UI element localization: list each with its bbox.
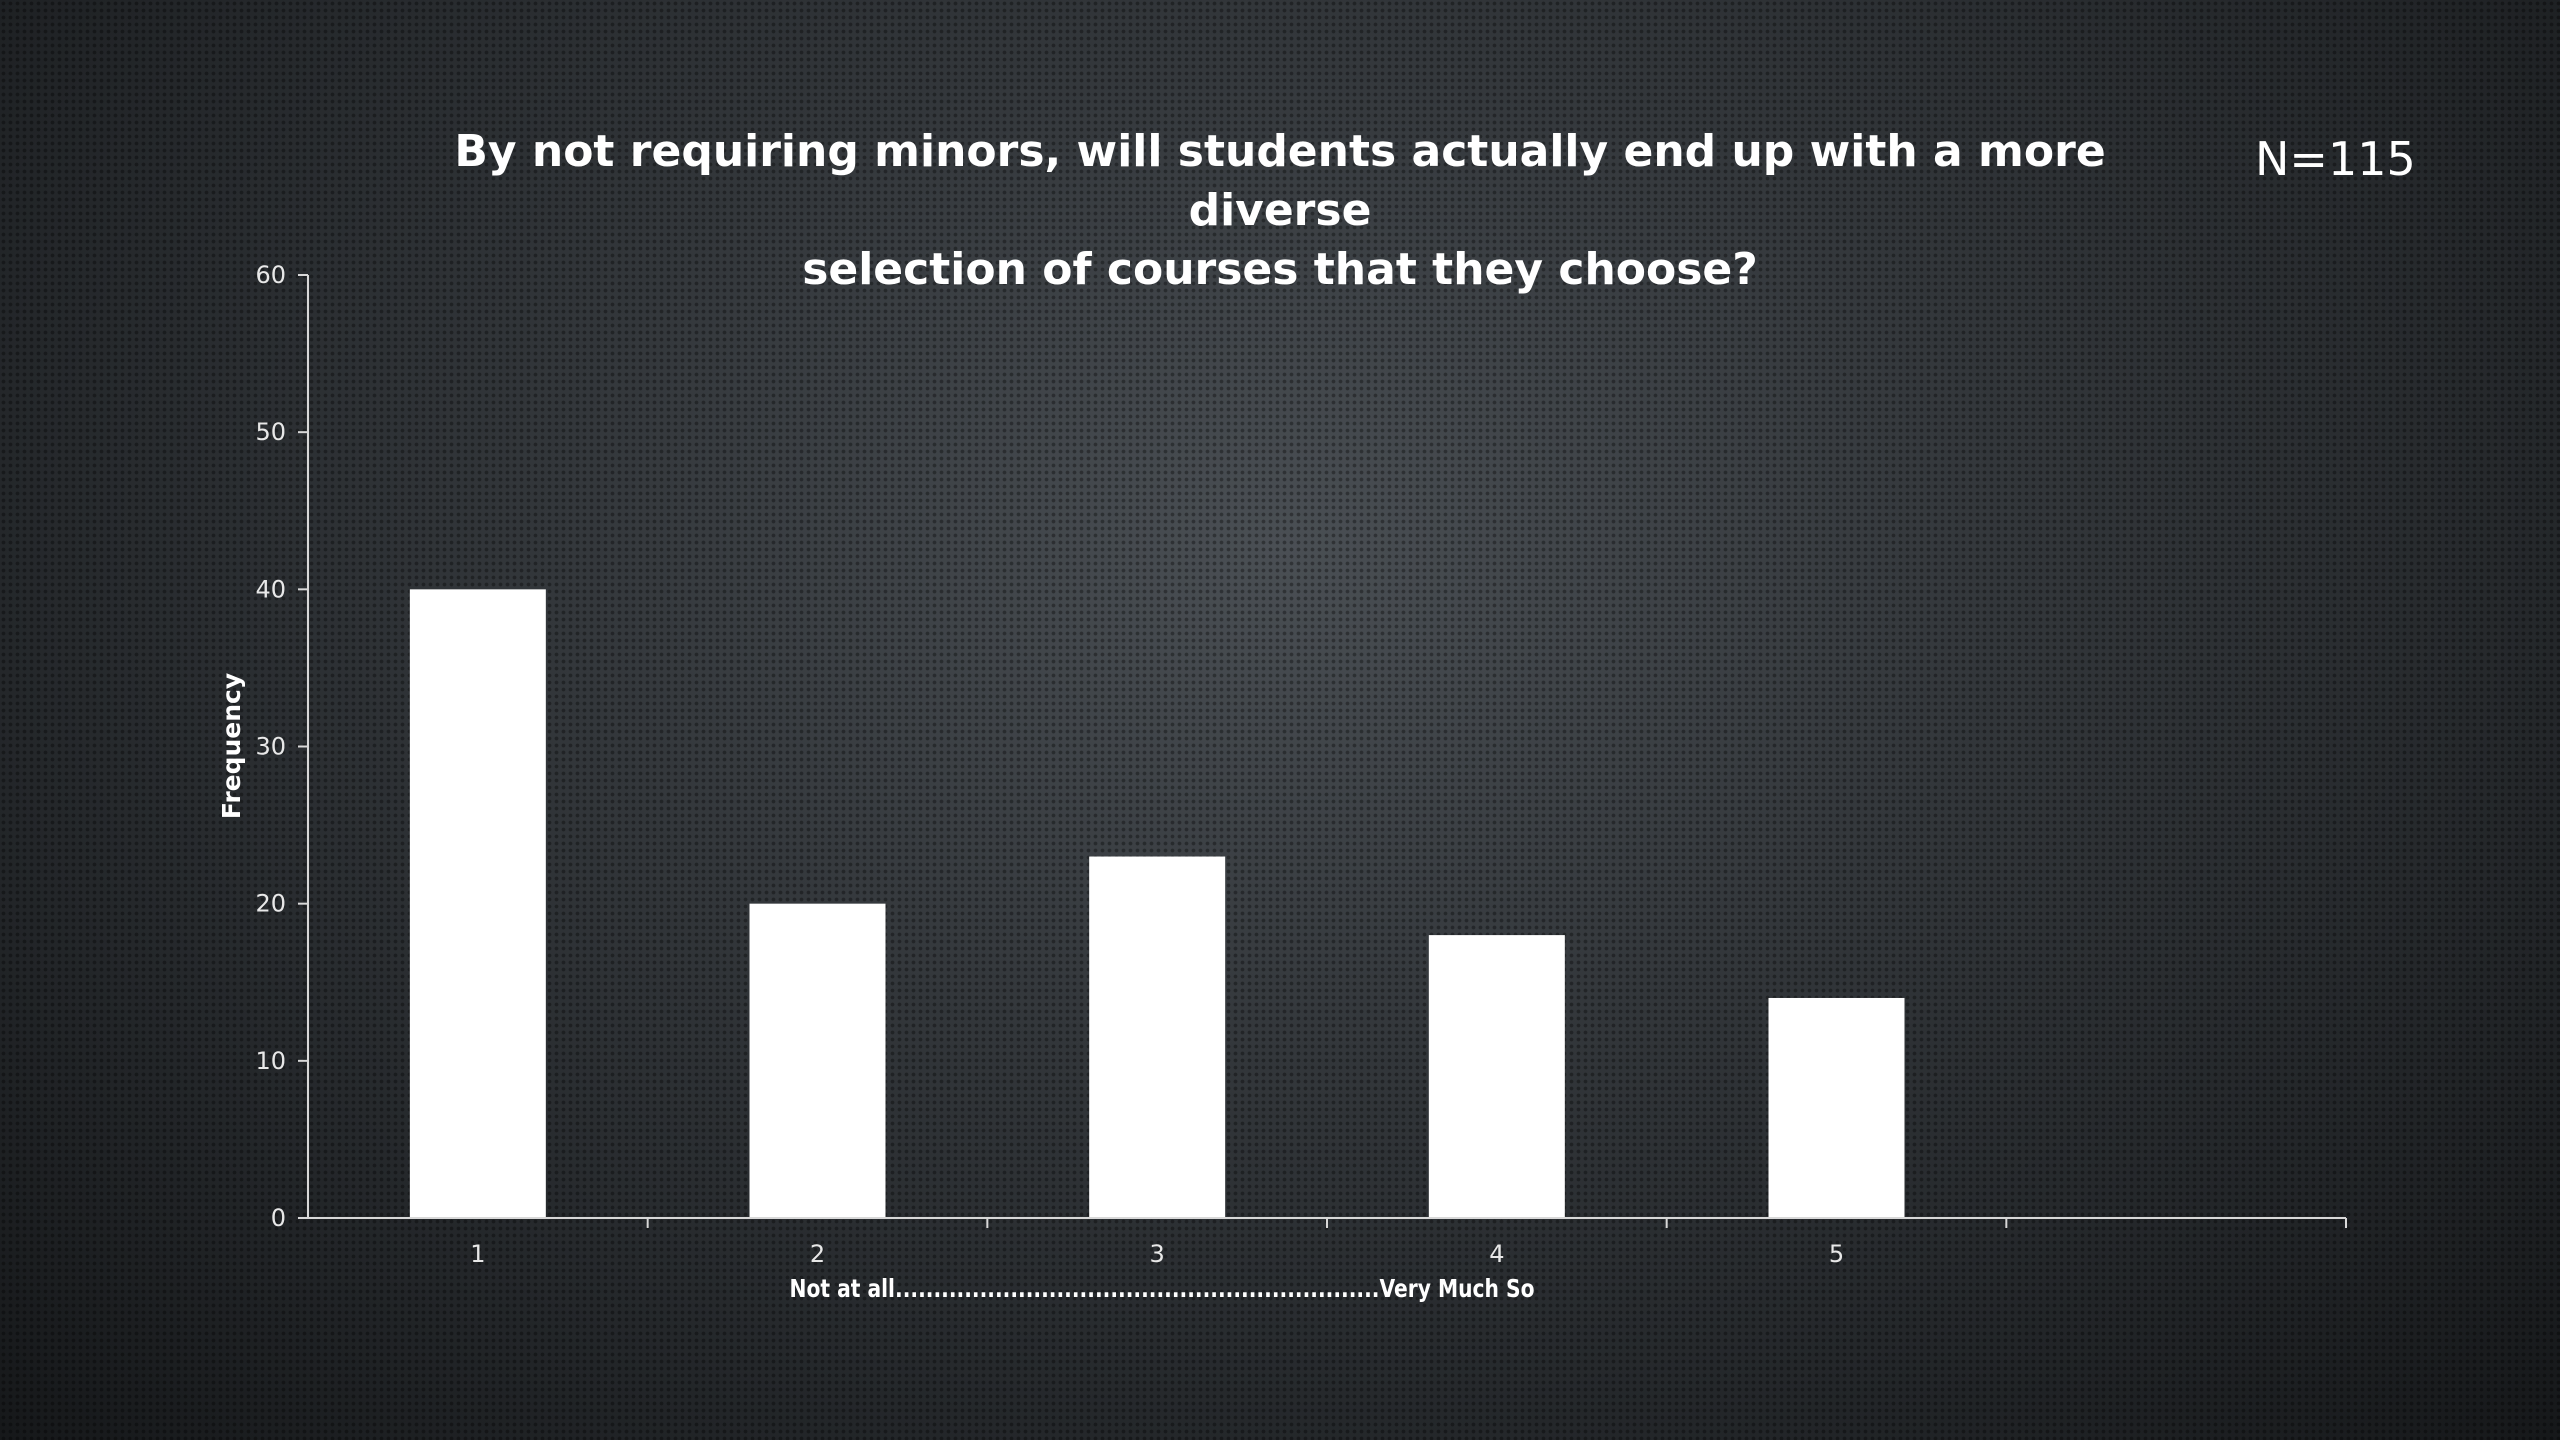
x-tick-label: 4 [1489, 1240, 1504, 1268]
y-tick-label: 10 [255, 1047, 286, 1075]
x-axis-title: Not at all..............................… [790, 1274, 1535, 1303]
bar-4 [1428, 935, 1565, 1218]
bar-3 [1089, 856, 1226, 1218]
y-tick-label: 50 [255, 418, 286, 446]
x-tick-label: 3 [1150, 1240, 1165, 1268]
bar-2 [749, 903, 886, 1218]
y-tick-label: 0 [271, 1204, 286, 1232]
y-tick-label: 20 [255, 890, 286, 918]
y-axis-title: Frequency [217, 673, 246, 819]
chart-title-line-2: selection of courses that they choose? [802, 244, 1758, 295]
x-tick-label: 5 [1829, 1240, 1844, 1268]
y-axis-ticks: 0 10 20 30 40 50 60 [255, 261, 308, 1232]
chart-title: By not requiring minors, will students a… [380, 122, 2180, 299]
y-tick-label: 30 [255, 733, 286, 761]
bars [409, 589, 1905, 1218]
y-tick-label: 40 [255, 575, 286, 603]
x-axis-ticks: 1 2 3 4 5 [470, 1218, 2347, 1268]
y-tick-label: 60 [255, 261, 286, 289]
x-tick-label: 2 [810, 1240, 825, 1268]
sample-size-label: N=115 [2255, 132, 2416, 186]
x-tick-label: 1 [470, 1240, 485, 1268]
bar-1 [409, 589, 546, 1218]
bar-5 [1768, 997, 1905, 1218]
chart-title-line-1: By not requiring minors, will students a… [454, 126, 2106, 236]
